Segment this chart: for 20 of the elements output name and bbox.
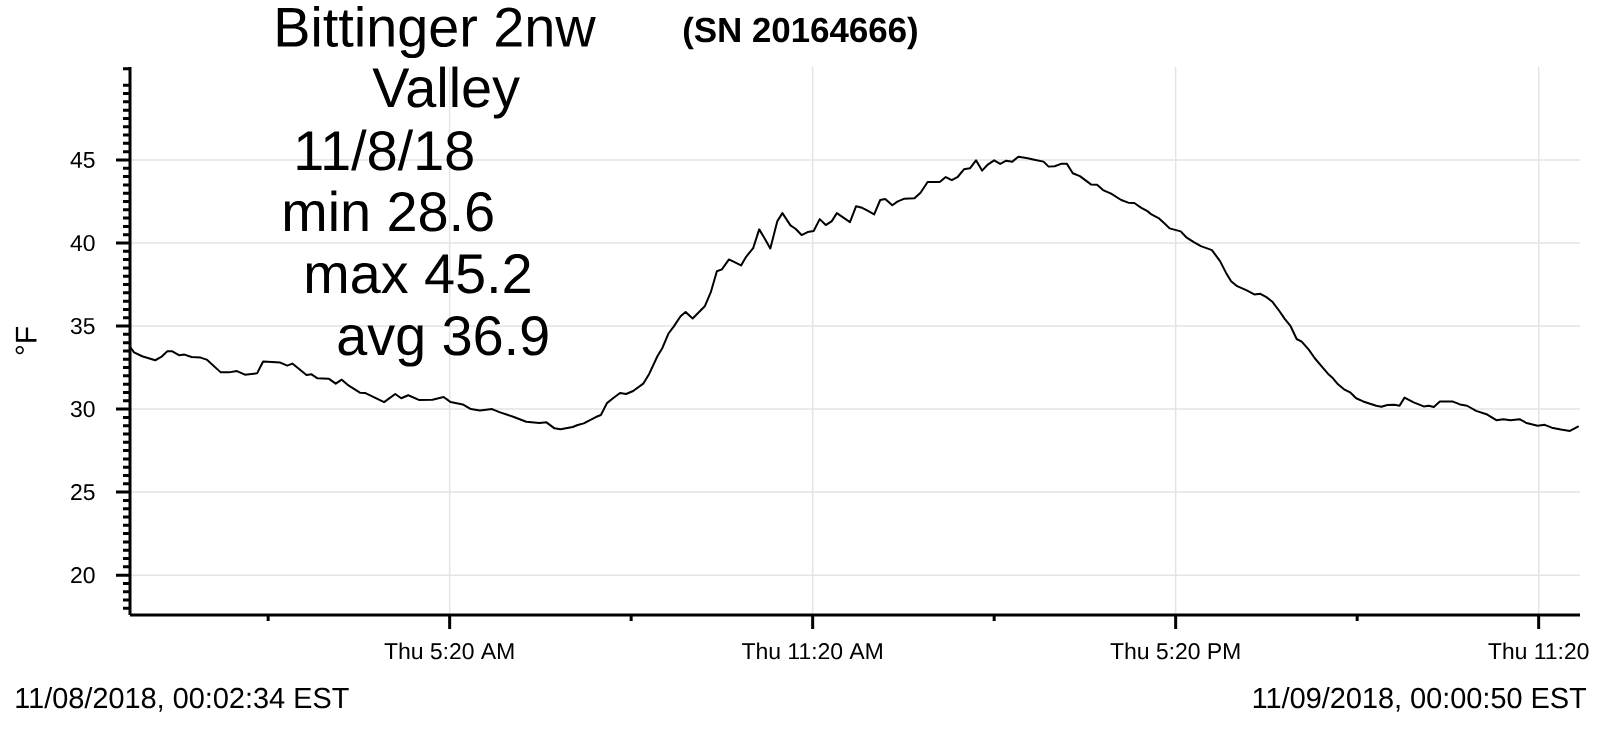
annotation: 11/8/18 [297, 129, 473, 171]
annotation: min 28.6 [284, 190, 493, 232]
y-tick-label: 30 [70, 400, 95, 418]
x-tick-label: Thu 11:20 [1488, 642, 1589, 660]
annotation: Valley [372, 66, 520, 119]
y-tick-label: 20 [71, 567, 95, 584]
annotation: max 45.2 [306, 254, 530, 294]
y-tick-label: 40 [70, 234, 95, 252]
annotation: avg 36.9 [338, 316, 548, 367]
x-tick-label: Thu 5:20 AM [384, 642, 514, 660]
text: 11/09/2018, 00:00:50 EST [1253, 687, 1587, 712]
chart-subtitle: (SN 20164666) [683, 16, 917, 50]
x-tick-label: Thu 11:20 AM [742, 642, 882, 660]
x-tick-label: Thu 5:20 PM [1110, 642, 1240, 660]
y-tick-label: 25 [71, 483, 95, 501]
text: 11/08/2018, 00:02:34 EST [16, 687, 349, 712]
y-tick-label: 45 [70, 151, 95, 168]
chart-title: Bittinger 2nw [277, 6, 596, 59]
y-tick-label: 35 [70, 317, 95, 335]
y-axis-title: °F [15, 327, 37, 355]
